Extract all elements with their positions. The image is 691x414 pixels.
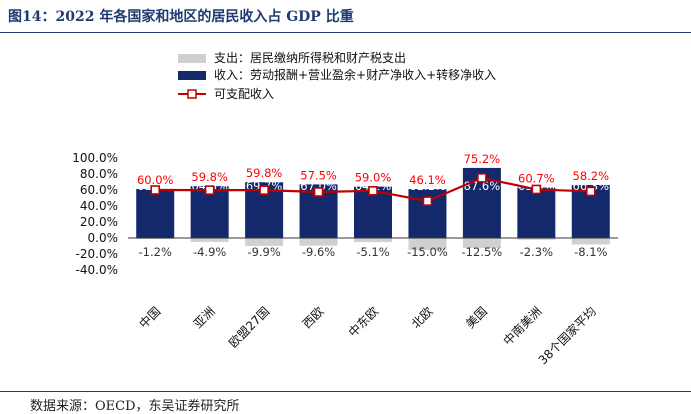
title-rule <box>0 32 691 33</box>
expense-bar <box>245 238 284 246</box>
disposable-income-marker <box>259 185 269 195</box>
expense-bar <box>571 238 610 245</box>
x-category-label: 38个国家平均 <box>535 304 599 368</box>
expense-data-label: -9.9% <box>247 245 280 259</box>
disposable-income-data-label: 57.5% <box>300 168 337 182</box>
expense-bar <box>517 238 556 240</box>
y-tick-label: 40.0% <box>80 199 118 213</box>
x-category-label: 中南美洲 <box>500 304 545 349</box>
legend-label-income: 收入：劳动报酬+营业盈余+财产净收入+转移净收入 <box>214 67 496 82</box>
x-category-label: 欧盟27国 <box>226 304 272 350</box>
income-data-label: 66.3% <box>573 179 610 193</box>
disposable-income-data-label: 58.2% <box>573 169 610 183</box>
expense-data-label: -15.0% <box>407 245 448 259</box>
disposable-income-marker <box>531 184 542 195</box>
income-data-label: 61.1% <box>409 179 446 193</box>
x-category-label: 中东欧 <box>345 304 381 340</box>
expense-bar <box>190 238 229 242</box>
disposable-income-marker <box>150 185 161 195</box>
disposable-income-data-label: 59.8% <box>191 170 228 184</box>
disposable-income-data-label: 75.2% <box>464 152 501 166</box>
income-bar <box>517 187 556 238</box>
expense-bar <box>354 238 392 243</box>
disposable-income-marker <box>422 196 433 206</box>
expense-bar <box>462 238 501 248</box>
source-note: 数据来源：OECD，东吴证券研究所 <box>30 399 240 414</box>
expense-data-label: -4.9% <box>193 245 226 259</box>
disposable-income-data-label: 59.0% <box>355 171 392 185</box>
y-tick-label: 100.0% <box>72 151 118 165</box>
income-data-label: 64.2% <box>355 179 392 193</box>
x-category-label: 西欧 <box>300 304 327 331</box>
expense-bar <box>408 238 447 250</box>
expense-bar <box>299 238 338 246</box>
x-category-label: 亚洲 <box>191 304 218 331</box>
y-tick-label: 20.0% <box>80 215 118 229</box>
legend-label-disposable: 可支配收入 <box>214 87 274 101</box>
disposable-income-marker <box>204 185 215 195</box>
expense-data-label: -5.1% <box>356 245 389 259</box>
disposable-income-marker <box>585 186 596 197</box>
expense-data-label: -2.3% <box>520 245 553 259</box>
disposable-income-data-label: 60.0% <box>137 173 174 187</box>
disposable-income-marker <box>313 187 324 197</box>
source-rule <box>0 391 691 392</box>
y-tick-label: -40.0% <box>76 263 118 277</box>
disposable-income-marker <box>477 173 487 183</box>
disposable-income-marker <box>368 186 378 196</box>
expense-data-label: -8.1% <box>574 245 607 259</box>
expense-data-label: -12.5% <box>462 245 503 259</box>
legend-swatch-expense <box>178 54 206 63</box>
expense-data-label: -9.6% <box>302 245 335 259</box>
disposable-income-data-label: 59.8% <box>246 166 283 180</box>
disposable-income-data-label: 46.1% <box>409 173 446 187</box>
income-data-label: 67.0% <box>300 179 337 193</box>
y-tick-label: 0.0% <box>88 231 119 245</box>
chart-canvas: -40.0% -20.0% 0.0% 20.0% 40.0% 60.0% 80.0% 100.… <box>72 50 618 368</box>
x-category-label: 中国 <box>136 304 164 332</box>
income-bar <box>136 188 175 238</box>
legend-marker-disposable <box>187 89 197 99</box>
y-tick-label: 80.0% <box>80 167 118 181</box>
y-tick-label: -20.0% <box>76 247 118 261</box>
y-tick-label: 60.0% <box>80 183 118 197</box>
x-category-label: 北欧 <box>409 304 436 331</box>
legend-label-expense: 支出：居民缴纳所得税和财产税支出 <box>214 50 406 65</box>
expense-data-label: -1.2% <box>139 245 172 259</box>
disposable-income-data-label: 60.7% <box>518 172 555 186</box>
x-category-label: 美国 <box>463 304 490 331</box>
legend-swatch-income <box>178 71 206 80</box>
chart-title: 图14：2022 年各国家和地区的居民收入占 GDP 比重 <box>8 9 354 25</box>
